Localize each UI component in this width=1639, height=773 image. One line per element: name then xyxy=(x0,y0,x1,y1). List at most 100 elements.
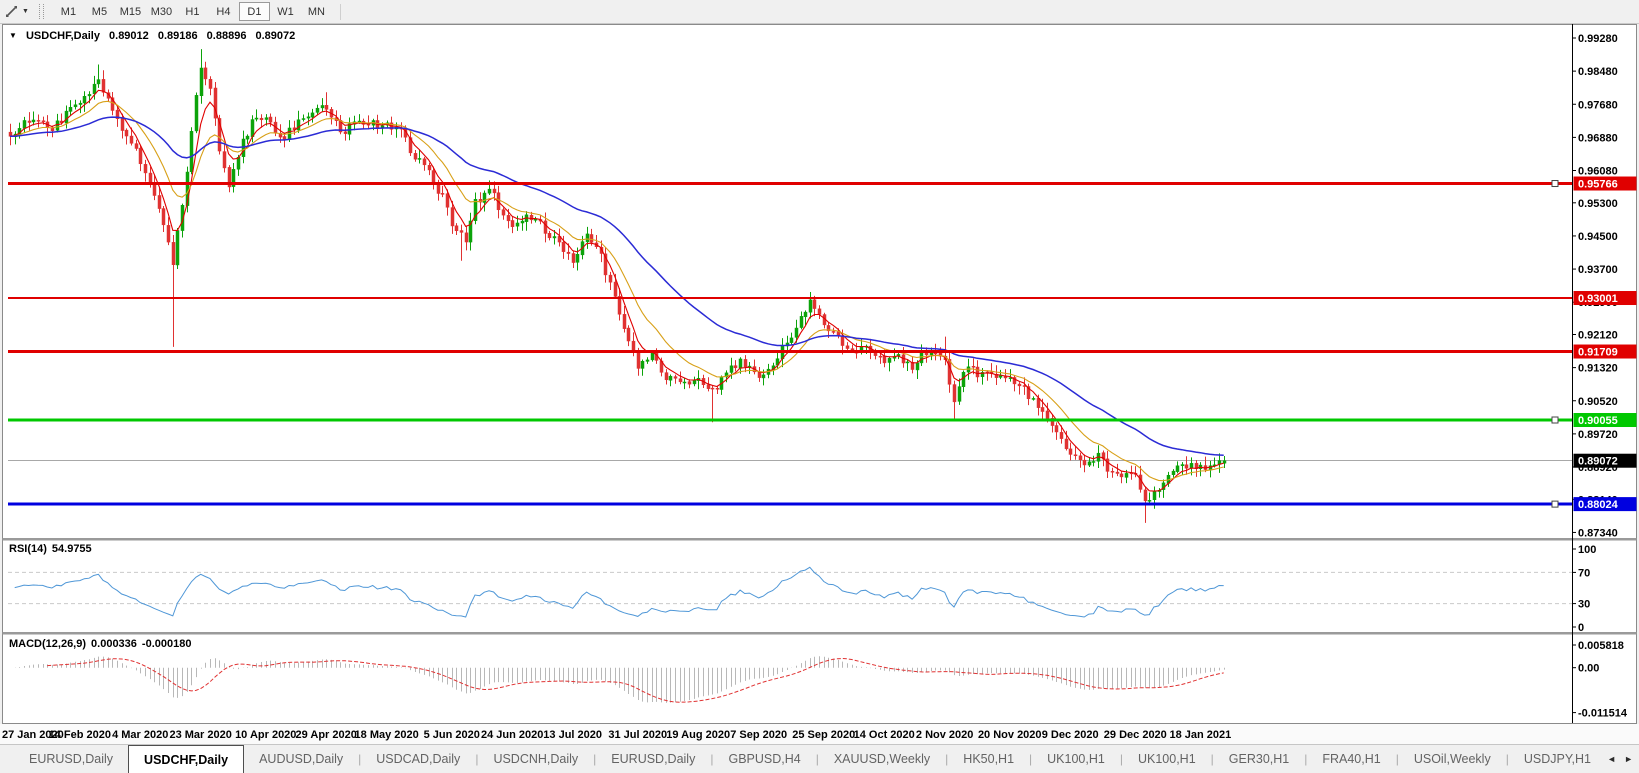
chart-tool-button[interactable]: ▼ xyxy=(4,4,29,19)
close-value: 0.89072 xyxy=(255,30,296,42)
low-value: 0.88896 xyxy=(206,30,247,42)
svg-text:23 Mar 2020: 23 Mar 2020 xyxy=(169,729,231,741)
tab-separator: | xyxy=(1029,752,1033,766)
macd-name: MACD(12,26,9) xyxy=(9,638,87,650)
svg-text:0.89720: 0.89720 xyxy=(1578,429,1618,441)
chart-title: ▼ USDCHF,Daily 0.89012 0.89186 0.88896 0… xyxy=(9,30,295,42)
timeframe-button-h1[interactable]: H1 xyxy=(185,6,200,18)
timeframe-button-m15[interactable]: M15 xyxy=(119,6,142,18)
macd-main-value: 0.000336 xyxy=(91,638,137,650)
tab-separator: | xyxy=(1119,752,1123,766)
svg-text:14 Feb 2020: 14 Feb 2020 xyxy=(49,729,111,741)
toolbar-grip[interactable] xyxy=(38,4,44,19)
svg-text:-0.011514: -0.011514 xyxy=(1578,708,1628,720)
svg-text:14 Oct 2020: 14 Oct 2020 xyxy=(854,729,915,741)
tab-eurusd-daily[interactable]: EURUSD,Daily xyxy=(29,752,114,766)
svg-text:70: 70 xyxy=(1578,567,1590,579)
svg-text:0.005818: 0.005818 xyxy=(1578,640,1624,652)
timeframe-button-d1[interactable]: D1 xyxy=(238,2,270,21)
svg-text:0.92120: 0.92120 xyxy=(1578,329,1618,341)
tab-eurusd-daily[interactable]: EURUSD,Daily xyxy=(611,752,696,766)
tab-ger30-h1[interactable]: GER30,H1 xyxy=(1228,752,1290,766)
tab-separator: | xyxy=(1304,752,1308,766)
symbol-name: USDCHF,Daily xyxy=(25,30,100,42)
tab-xauusd-weekly[interactable]: XAUUSD,Weekly xyxy=(833,752,931,766)
tab-usdcad-daily[interactable]: USDCAD,Daily xyxy=(376,752,461,766)
svg-text:0.98480: 0.98480 xyxy=(1578,66,1618,78)
timeframe-button-h4[interactable]: H4 xyxy=(216,6,231,18)
chart-tabbar: EURUSD,Daily USDCHF,Daily AUDUSD,Daily | USD… xyxy=(0,744,1639,773)
svg-text:0.97680: 0.97680 xyxy=(1578,99,1618,111)
tab-separator: | xyxy=(1395,752,1399,766)
tab-separator: | xyxy=(710,752,714,766)
svg-text:18 Jan 2021: 18 Jan 2021 xyxy=(1170,729,1232,741)
rsi-value: 54.9755 xyxy=(51,543,92,555)
svg-text:0.96080: 0.96080 xyxy=(1578,166,1618,178)
timeframe-button-m1[interactable]: M1 xyxy=(60,6,77,18)
timeframe-button-mn[interactable]: MN xyxy=(307,6,325,18)
timeframe-button-w1[interactable]: W1 xyxy=(277,6,294,18)
tab-uk100-h1[interactable]: UK100,H1 xyxy=(1047,752,1105,766)
tab-hk50-h1[interactable]: HK50,H1 xyxy=(963,752,1015,766)
timeframe-button-m30[interactable]: M30 xyxy=(150,6,173,18)
svg-text:20 Nov 2020: 20 Nov 2020 xyxy=(978,729,1042,741)
chart-tool-caret-icon[interactable]: ▼ xyxy=(22,8,29,15)
tab-fra40-h1[interactable]: FRA40,H1 xyxy=(1322,752,1381,766)
svg-text:0.87340: 0.87340 xyxy=(1578,527,1618,539)
tab-usoil-weekly[interactable]: USOil,Weekly xyxy=(1413,752,1491,766)
svg-text:100: 100 xyxy=(1578,544,1596,556)
svg-text:29 Apr 2020: 29 Apr 2020 xyxy=(296,729,357,741)
svg-text:5 Jun 2020: 5 Jun 2020 xyxy=(424,729,480,741)
svg-text:0.95300: 0.95300 xyxy=(1578,198,1618,210)
tab-separator: | xyxy=(1210,752,1214,766)
rsi-panel: 100 70 30 0 xyxy=(8,544,1596,634)
tab-scroll-buttons: ◄ ► xyxy=(1599,745,1639,773)
price-axis: 0.99280 0.98480 0.97680 0.96880 0.96080 0.953… xyxy=(1572,24,1637,723)
svg-text:0.91709: 0.91709 xyxy=(1578,347,1618,359)
svg-text:0.95766: 0.95766 xyxy=(1578,179,1618,191)
tab-usdjpy-h1[interactable]: USDJPY,H1 xyxy=(1523,752,1592,766)
high-value: 0.89186 xyxy=(157,30,198,42)
tab-uk100-h1[interactable]: UK100,H1 xyxy=(1137,752,1196,766)
ma-slow-line xyxy=(9,116,1224,456)
macd-header: MACD(12,26,9) 0.000336 -0.000180 xyxy=(9,638,196,650)
svg-text:2 Nov 2020: 2 Nov 2020 xyxy=(916,729,973,741)
tabs-scroll-left-icon[interactable]: ◄ xyxy=(1607,754,1617,764)
timeframe-button-m5[interactable]: M5 xyxy=(91,6,108,18)
open-value: 0.89012 xyxy=(109,30,149,42)
tab-separator: | xyxy=(1505,752,1509,766)
svg-text:0.88024: 0.88024 xyxy=(1578,499,1619,511)
svg-text:4 Mar 2020: 4 Mar 2020 xyxy=(112,729,168,741)
tabs-scroll-right-icon[interactable]: ► xyxy=(1624,754,1633,764)
svg-text:7 Sep 2020: 7 Sep 2020 xyxy=(730,729,787,741)
svg-text:0.89072: 0.89072 xyxy=(1578,456,1618,468)
svg-text:18 May 2020: 18 May 2020 xyxy=(355,729,419,741)
tab-separator: | xyxy=(945,752,949,766)
rsi-line xyxy=(14,566,1224,618)
svg-text:27 Jan 2020: 27 Jan 2020 xyxy=(2,729,64,741)
chart-window-frame xyxy=(0,24,1639,744)
tab-gbpusd-h4[interactable]: GBPUSD,H4 xyxy=(728,752,801,766)
tab-audusd-daily[interactable]: AUDUSD,Daily xyxy=(259,752,344,766)
macd-panel: 0.005818 0.00 -0.011514 xyxy=(15,640,1628,720)
tab-usdcnh-daily[interactable]: USDCNH,Daily xyxy=(493,752,579,766)
svg-text:0.96880: 0.96880 xyxy=(1578,132,1618,144)
toolbar-separator xyxy=(339,3,341,20)
svg-text:0.00: 0.00 xyxy=(1578,663,1599,675)
svg-text:0.90055: 0.90055 xyxy=(1578,415,1618,427)
svg-text:0: 0 xyxy=(1578,622,1584,634)
svg-text:13 Jul 2020: 13 Jul 2020 xyxy=(543,729,602,741)
svg-text:0.93700: 0.93700 xyxy=(1578,264,1618,276)
horizontal-lines xyxy=(8,180,1572,508)
diagonal-arrow-icon xyxy=(6,6,17,17)
tab-separator: | xyxy=(593,752,597,766)
svg-text:0.94500: 0.94500 xyxy=(1578,231,1618,243)
tab-separator: | xyxy=(815,752,819,766)
svg-text:0.93001: 0.93001 xyxy=(1578,293,1618,305)
collapse-caret-icon[interactable]: ▼ xyxy=(9,31,17,40)
tab-separator: | xyxy=(358,752,362,766)
svg-text:9 Dec 2020: 9 Dec 2020 xyxy=(1042,729,1099,741)
tab-usdchf-daily[interactable]: USDCHF,Daily xyxy=(128,745,245,773)
